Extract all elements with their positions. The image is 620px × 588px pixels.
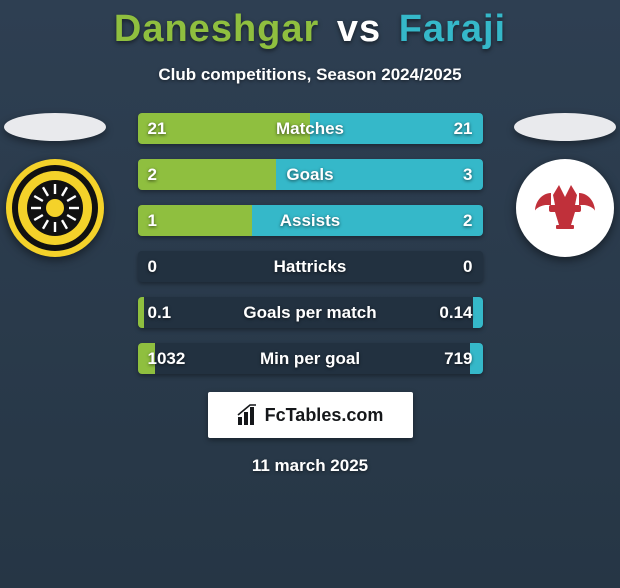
stat-fill-player1 xyxy=(138,297,145,328)
stat-row: 0 0Hattricks xyxy=(138,251,483,282)
vs-text: vs xyxy=(337,8,381,50)
stat-row: 1032719Min per goal xyxy=(138,343,483,374)
subtitle: Club competitions, Season 2024/2025 xyxy=(0,65,620,85)
stat-fill-player1 xyxy=(138,113,311,144)
player2-column xyxy=(510,113,620,257)
stat-row: 0.10.14Goals per match xyxy=(138,297,483,328)
branding-chart-icon xyxy=(237,404,259,426)
main-content: 2121Matches 23Goals 12Assists 0 0Hattricks 0.… xyxy=(0,113,620,374)
comparison-title: Daneshgar vs Faraji xyxy=(0,8,620,51)
stat-label: Min per goal xyxy=(138,343,483,374)
stat-row: 12Assists xyxy=(138,205,483,236)
player2-club-badge xyxy=(516,159,614,257)
stat-value-player1: 0 xyxy=(138,251,167,282)
player1-name: Daneshgar xyxy=(114,8,319,50)
club2-logo-icon xyxy=(522,165,608,251)
stat-row: 23Goals xyxy=(138,159,483,190)
stat-fill-player1 xyxy=(138,205,253,236)
player1-club-badge xyxy=(6,159,104,257)
stat-label: Goals per match xyxy=(138,297,483,328)
stat-fill-player2 xyxy=(473,297,483,328)
stat-label: Hattricks xyxy=(138,251,483,282)
stat-fill-player2 xyxy=(252,205,482,236)
stat-fill-player1 xyxy=(138,343,155,374)
player2-name: Faraji xyxy=(399,8,506,50)
stat-fill-player2 xyxy=(470,343,482,374)
stat-fill-player1 xyxy=(138,159,276,190)
branding-box: FcTables.com xyxy=(208,392,413,438)
stat-row: 2121Matches xyxy=(138,113,483,144)
stat-bars: 2121Matches 23Goals 12Assists 0 0Hattricks 0.… xyxy=(138,113,483,374)
player2-avatar-placeholder xyxy=(514,113,616,141)
player1-column xyxy=(0,113,110,257)
club1-logo-icon xyxy=(12,165,98,251)
stat-fill-player2 xyxy=(310,113,483,144)
snapshot-date: 11 march 2025 xyxy=(0,456,620,476)
player1-avatar-placeholder xyxy=(4,113,106,141)
stat-value-player2: 0 xyxy=(453,251,482,282)
stat-fill-player2 xyxy=(276,159,483,190)
branding-text: FcTables.com xyxy=(265,405,384,426)
